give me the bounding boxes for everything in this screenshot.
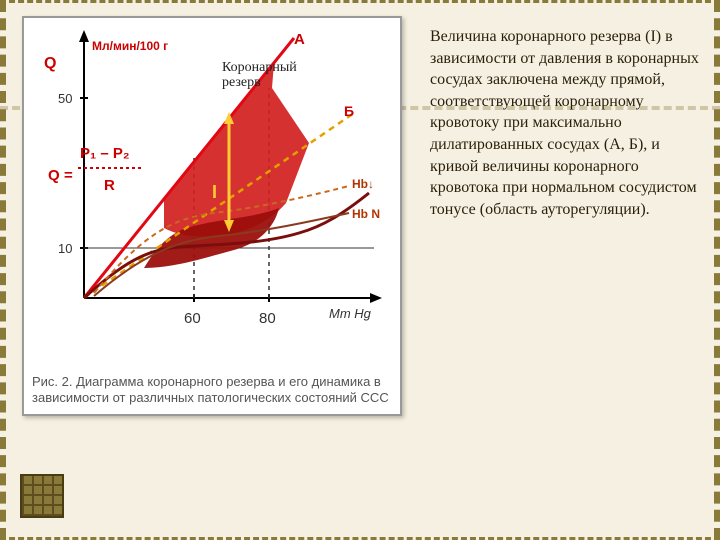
svg-text:R: R	[104, 177, 115, 194]
formula: P₁ – P₂ Q = R	[48, 145, 142, 194]
svg-text:P₁ – P₂: P₁ – P₂	[80, 145, 130, 162]
ytick-10: 10	[58, 241, 72, 256]
y-axis-Q: Q	[44, 55, 56, 72]
marker-I: I	[212, 182, 217, 202]
svg-text:Q: Q	[48, 167, 60, 184]
marker-B: Б	[344, 103, 354, 119]
label-hb-n: Hb N	[352, 207, 380, 221]
overlay-label-coronary-reserve: Коронарный резерв	[222, 60, 332, 91]
label-hb-down: Hb↓	[352, 177, 374, 191]
description-text: Величина коронарного резерва (I) в завис…	[430, 26, 710, 220]
coronary-reserve-chart: 50 10 60 80 Mm Hg	[24, 18, 400, 358]
svg-text:=: =	[64, 167, 73, 184]
xtick-60: 60	[184, 310, 201, 327]
y-axis-units: Мл/мин/100 г	[92, 39, 168, 53]
chart-panel: 50 10 60 80 Mm Hg	[22, 16, 402, 416]
marker-A: А	[294, 31, 305, 48]
design-template-thumbnail	[20, 474, 64, 518]
xtick-80: 80	[259, 310, 276, 327]
chart-caption: Рис. 2. Диаграмма коронарного резерва и …	[32, 374, 392, 407]
ytick-50: 50	[58, 91, 72, 106]
x-axis-label: Mm Hg	[329, 306, 372, 321]
